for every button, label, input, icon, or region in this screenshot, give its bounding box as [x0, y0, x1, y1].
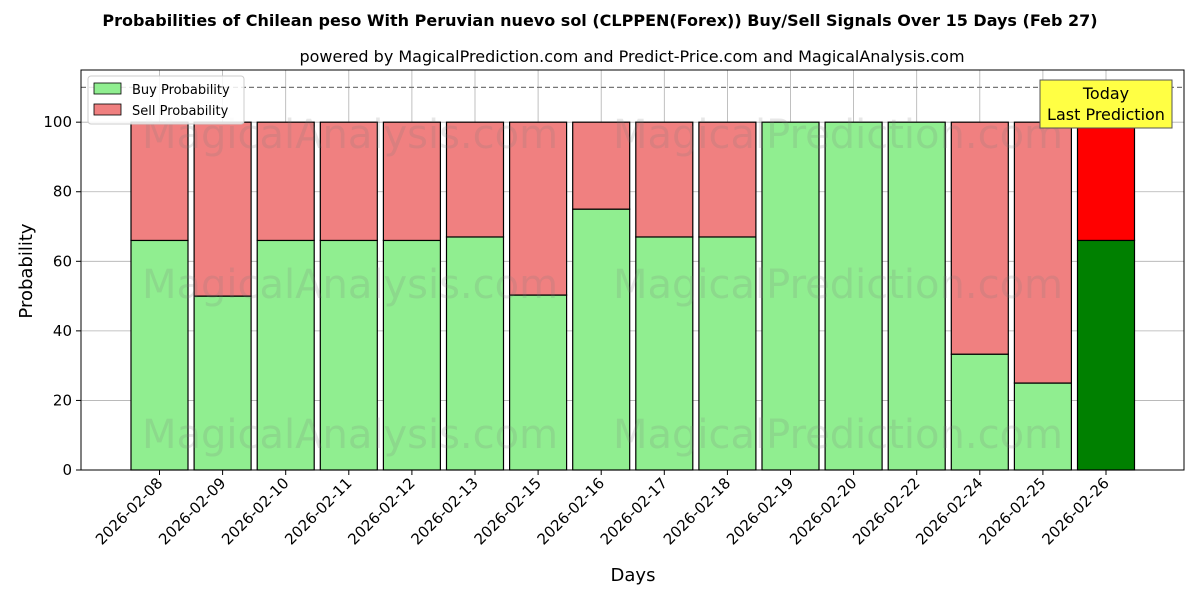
buy-bar	[635, 236, 694, 471]
sell-bar	[635, 121, 694, 238]
legend-buy-label: Buy Probability	[132, 83, 230, 98]
x-tick-label: 2026-02-26	[1038, 474, 1112, 548]
x-tick-label: 2026-02-11	[281, 474, 355, 548]
buy-bar	[445, 236, 505, 471]
x-axis-label: Days	[611, 565, 656, 586]
buy-bar	[382, 239, 441, 471]
sell-bar	[382, 121, 441, 242]
x-tick-label: 2026-02-22	[849, 474, 923, 548]
sell-bar	[509, 121, 568, 296]
x-tick-label: 2026-02-10	[218, 474, 292, 548]
x-tick-label: 2026-02-16	[534, 474, 608, 548]
sell-bar	[130, 121, 189, 242]
watermark-text: MagicalPrediction.com	[613, 112, 1063, 158]
buy-bar	[572, 208, 631, 471]
y-tick-label: 20	[53, 391, 72, 409]
buy-bar	[824, 121, 883, 471]
sell-bar	[1076, 121, 1136, 242]
buy-bar	[887, 121, 946, 471]
plot-frame	[80, 69, 1185, 471]
x-tick-label: 2026-02-13	[407, 474, 481, 548]
y-tick-label: 0	[62, 461, 72, 479]
watermark-text: MagicalPrediction.com	[613, 412, 1063, 458]
sell-bar	[1013, 121, 1073, 384]
buy-bar	[1013, 382, 1073, 471]
legend: Buy Probability Sell Probability	[87, 75, 245, 125]
bars	[130, 121, 1136, 471]
legend-frame	[87, 75, 245, 125]
sell-bar	[950, 121, 1009, 355]
buy-bar	[761, 121, 820, 471]
legend-sell-label: Sell Probability	[132, 104, 229, 119]
today-annotation: Today Last Prediction	[1039, 79, 1173, 129]
buy-bar	[1076, 239, 1136, 471]
sell-bar	[256, 121, 315, 242]
legend-buy-swatch	[93, 82, 122, 95]
x-tick-label: 2026-02-08	[92, 474, 166, 548]
sell-bar	[319, 121, 378, 242]
x-tick-label: 2026-02-19	[723, 474, 797, 548]
buy-bar	[256, 239, 315, 471]
sell-bar	[572, 121, 631, 210]
x-tick-label: 2026-02-24	[912, 474, 986, 548]
y-tick-label: 80	[53, 183, 72, 201]
x-tick-label: 2026-02-18	[660, 474, 734, 548]
y-tick-label: 40	[53, 322, 72, 340]
today-line1: Today	[1082, 84, 1129, 103]
x-tick-label: 2026-02-12	[344, 474, 418, 548]
chart-subtitle: powered by MagicalPrediction.com and Pre…	[299, 47, 964, 66]
buy-bar	[319, 239, 378, 471]
chart-title: Probabilities of Chilean peso With Peruv…	[102, 11, 1097, 30]
legend-sell-swatch	[93, 103, 122, 116]
sell-bar	[698, 121, 757, 238]
x-tick-label: 2026-02-09	[155, 474, 229, 548]
sell-bar	[445, 121, 505, 238]
watermark-text: MagicalAnalysis.com	[142, 262, 558, 308]
watermark-text: MagicalAnalysis.com	[142, 412, 558, 458]
y-tick-label: 60	[53, 252, 72, 270]
y-tick-label: 100	[43, 113, 72, 131]
buy-bar	[193, 295, 252, 471]
today-box	[1039, 79, 1173, 129]
buy-bar	[509, 294, 568, 471]
x-tick-label: 2026-02-15	[471, 474, 545, 548]
x-tick-label: 2026-02-25	[975, 474, 1049, 548]
today-line2: Last Prediction	[1047, 105, 1165, 124]
x-tick-label: 2026-02-20	[786, 474, 860, 548]
buy-bar	[950, 353, 1009, 471]
x-tick-label: 2026-02-17	[597, 474, 671, 548]
buy-bar	[698, 236, 757, 471]
watermark-text: MagicalPrediction.com	[613, 262, 1063, 308]
y-axis-label: Probability	[16, 223, 37, 318]
